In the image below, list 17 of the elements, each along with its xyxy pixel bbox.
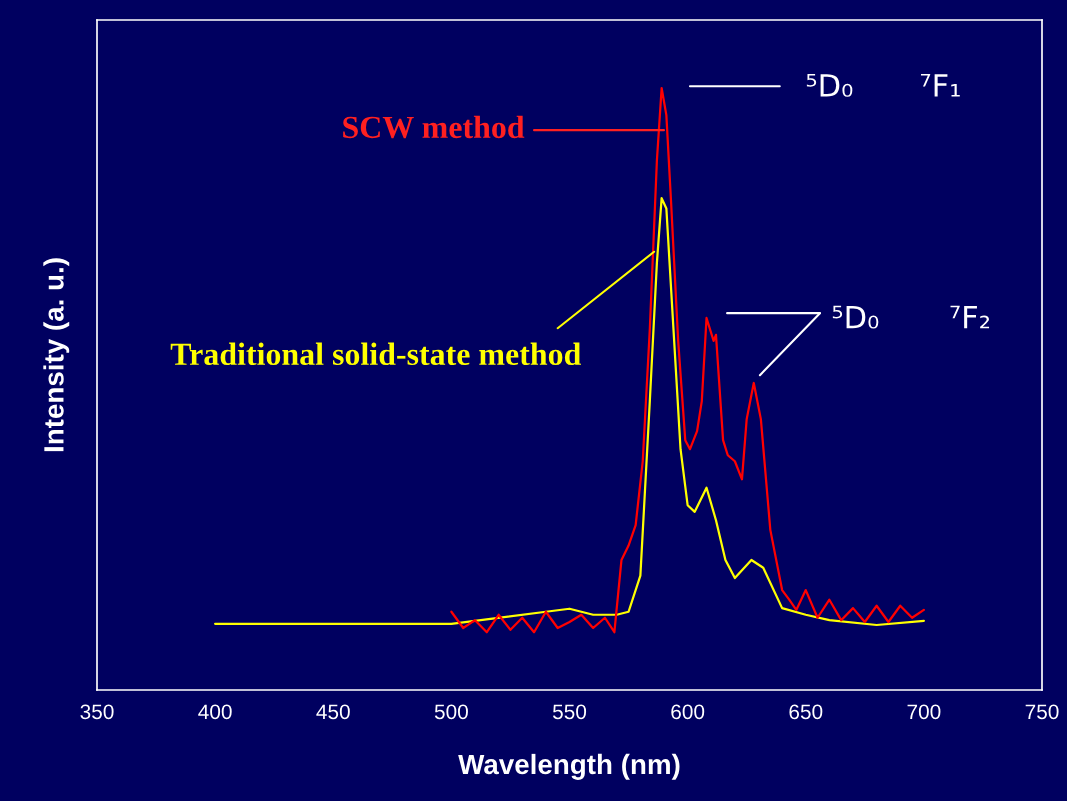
x-tick-label: 550 [552, 704, 587, 720]
x-tick-label: 650 [789, 704, 823, 720]
x-tick-label: 700 [907, 704, 941, 720]
annotation: ⁵D₀ [832, 305, 879, 329]
x-tick-label: 450 [316, 704, 350, 720]
annotation: Traditional solid-state method [170, 342, 581, 366]
annotation: ⁷F₁ [920, 74, 960, 97]
x-tick-label: 600 [671, 704, 705, 720]
annotation: ⁷F₂ [950, 305, 990, 329]
x-tick-label: 400 [198, 704, 232, 720]
x-tick-label: 750 [1025, 704, 1059, 720]
annotation: ⁵D₀ [806, 74, 853, 97]
annotation: SCW method [343, 115, 525, 139]
x-axis-title: Wavelength (nm) [458, 753, 680, 780]
x-tick-label: 350 [80, 704, 114, 720]
x-tick-label: 500 [434, 704, 468, 720]
y-axis-title: Intensity (a. u.) [43, 258, 70, 452]
